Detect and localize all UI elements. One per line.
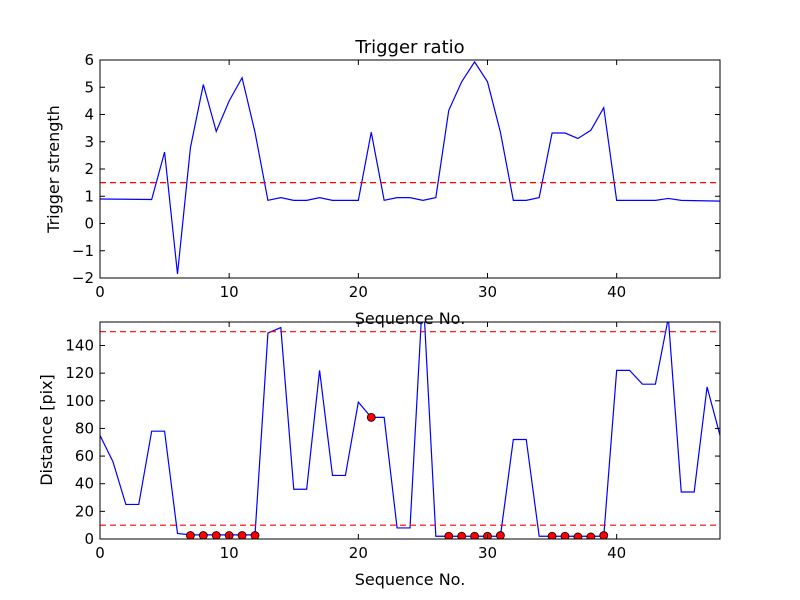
series-line <box>100 60 720 274</box>
data-point <box>496 531 505 539</box>
y-tick-label: 100 <box>65 392 94 410</box>
x-tick-label: 30 <box>478 283 497 301</box>
y-tick-label: 2 <box>84 160 94 178</box>
x-axis-label: Sequence No. <box>355 570 466 589</box>
y-tick-label: 3 <box>84 133 94 151</box>
data-point <box>457 531 467 539</box>
x-tick-label: 0 <box>95 283 105 301</box>
y-tick-label: 1 <box>84 187 94 205</box>
plot-area: 0 10 20 30 40 0 20 40 60 80 100 120 140 <box>65 321 721 562</box>
data-point <box>237 531 247 539</box>
data-point <box>444 531 454 539</box>
y-axis-label: Distance [pix] <box>37 374 56 486</box>
trigger-ratio-chart: Trigger ratio Sequence No. Trigger stren… <box>44 37 721 328</box>
y-tick-label: 0 <box>84 530 94 548</box>
distance-chart: Sequence No. Distance [pix] 0 10 20 30 40 0 20… <box>37 321 721 589</box>
y-tick-label: 5 <box>84 78 94 96</box>
x-tick-label: 20 <box>349 283 368 301</box>
data-point <box>470 531 479 539</box>
data-layer <box>100 322 720 539</box>
data-point <box>560 531 570 539</box>
data-point <box>211 531 221 539</box>
y-tick-label: 0 <box>84 215 94 233</box>
plot-area: 0 10 20 30 40 −2 −1 0 1 2 3 4 5 6 <box>72 51 721 301</box>
y-tick-label: −1 <box>72 242 94 260</box>
chart-title: Trigger ratio <box>354 37 464 58</box>
plot-frame <box>99 321 721 540</box>
y-tick-label: 140 <box>65 336 94 354</box>
data-point <box>366 412 376 422</box>
y-tick-label: −2 <box>72 269 94 287</box>
x-tick-label: 40 <box>607 283 626 301</box>
x-tick-label: 30 <box>478 544 497 562</box>
y-tick-label: 4 <box>84 106 94 124</box>
x-tick-label: 10 <box>220 544 239 562</box>
data-layer <box>100 60 720 274</box>
x-axis-label: Sequence No. <box>355 309 466 328</box>
x-tick-label: 20 <box>349 544 368 562</box>
x-tick-label: 0 <box>95 544 105 562</box>
y-tick-label: 80 <box>75 419 94 437</box>
y-tick-label: 6 <box>84 51 94 69</box>
data-point <box>186 531 195 539</box>
data-point <box>586 532 596 539</box>
x-tick-label: 10 <box>220 283 239 301</box>
y-axis-label: Trigger strength <box>44 105 63 234</box>
data-point <box>198 531 208 539</box>
data-point <box>547 531 557 539</box>
y-tick-label: 120 <box>65 364 94 382</box>
y-tick-label: 60 <box>75 447 94 465</box>
y-tick-label: 40 <box>75 475 94 493</box>
data-point <box>599 531 609 539</box>
y-tick-label: 20 <box>75 502 94 520</box>
data-point <box>250 531 260 539</box>
data-point <box>573 532 583 539</box>
x-tick-label: 40 <box>607 544 626 562</box>
